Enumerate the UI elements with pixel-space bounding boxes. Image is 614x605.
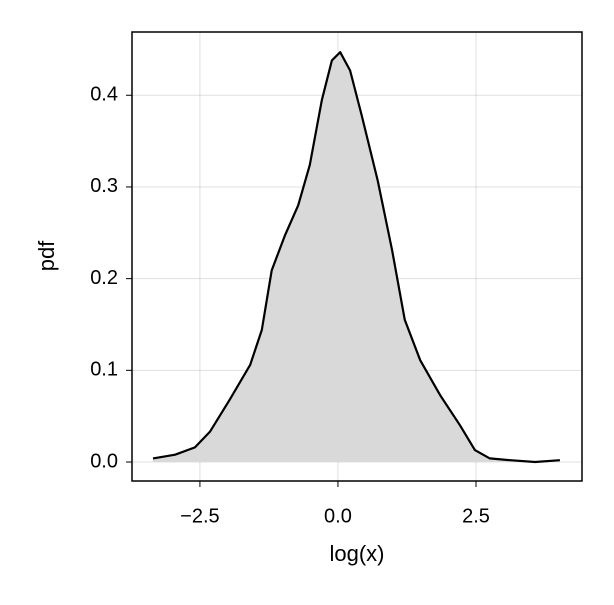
y-tick-label: 0.0 [90,450,118,472]
y-tick-label: 0.3 [90,175,118,197]
y-tick-label: 0.4 [90,84,118,106]
x-tick-label: −2.5 [180,505,219,527]
x-tick-label: 0.0 [324,505,352,527]
density-line [152,51,560,464]
density-area [153,52,560,463]
plot-frame [131,31,583,482]
y-tick-label: 0.1 [90,359,118,381]
x-axis-label: log(x) [329,541,384,566]
x-tick-label: 2.5 [462,505,490,527]
y-tick-label: 0.2 [90,267,118,289]
y-axis-label: pdf [34,240,59,271]
